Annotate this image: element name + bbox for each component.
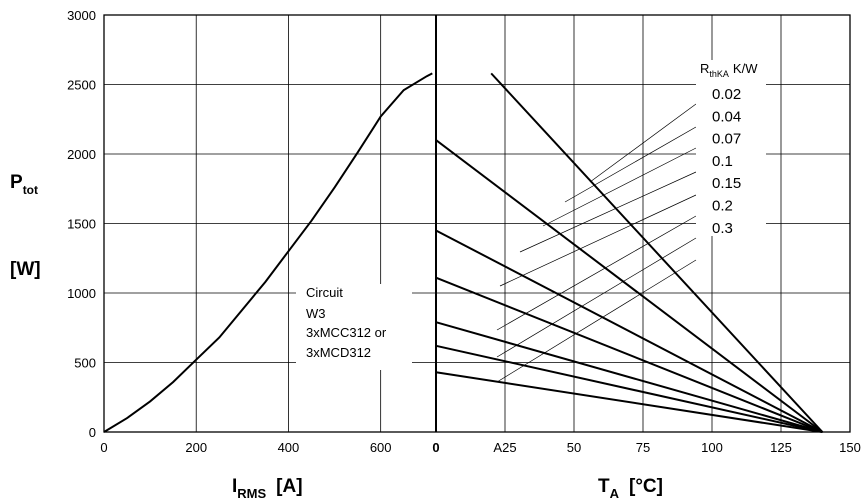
legend-entries: 0.02 0.04 0.07 0.1 0.15 0.2 0.3: [712, 86, 741, 237]
x-tick-label-right: 50: [567, 440, 581, 455]
y-tick-labels: 0 500 1000 1500 2000 2500 3000: [67, 8, 96, 440]
x-tick-labels-left: 0 200 400 600: [100, 440, 391, 455]
series-rthka-0_15: [435, 321, 823, 433]
legend-background: [696, 60, 766, 236]
x-tick-label-left: 600: [370, 440, 392, 455]
x-axis-title-right-unit: [°C]: [629, 476, 663, 497]
leader-line: [542, 147, 697, 227]
legend-entry: 0.2: [712, 198, 733, 215]
leader-line: [499, 194, 697, 287]
legend-entry: 0.15: [712, 175, 741, 192]
y-tick-label: 0: [89, 425, 96, 440]
y-tick-label: 1500: [67, 217, 96, 232]
series-rthka-0_2: [435, 344, 823, 433]
x-tick-label-right: 0: [432, 440, 439, 455]
annotation-line-4: 3xMCD312: [306, 345, 371, 360]
series-rthka-0_07: [435, 229, 823, 433]
series-rthka-0_3: [435, 371, 823, 433]
leader-line: [496, 259, 697, 383]
x-tick-label-right: 150: [839, 440, 861, 455]
leader-line: [496, 215, 697, 331]
x-axis-title-right: TA [°C]: [598, 476, 663, 501]
leader-line: [564, 126, 697, 203]
legend-title-sub: thKA: [709, 69, 729, 79]
y-axis-title-main: P: [10, 172, 23, 193]
x-axis-title-left-main: I: [232, 476, 237, 497]
leader-line: [589, 103, 697, 183]
legend-entry: 0.02: [712, 86, 741, 103]
y-tick-label: 500: [74, 356, 96, 371]
series-irms-curve: [103, 72, 433, 433]
series-rthka-0_02: [490, 72, 824, 433]
annotation-line-2: W3: [306, 306, 326, 321]
legend-entry: 0.07: [712, 131, 741, 148]
data-series: [103, 72, 824, 433]
y-tick-label: 2500: [67, 78, 96, 93]
y-axis-unit: [W]: [10, 259, 41, 280]
y-axis-title-sub: tot: [23, 183, 38, 197]
legend-title-main: R: [700, 61, 709, 76]
x-tick-label-right: A25: [493, 440, 516, 455]
x-axis-title-right-main: T: [598, 476, 610, 497]
annotation-line-3: 3xMCC312 or: [306, 325, 387, 340]
series-rthka-0_1: [435, 276, 823, 433]
x-axis-title-right-sub: A: [610, 486, 620, 501]
x-tick-label-right: 100: [701, 440, 723, 455]
y-tick-label: 3000: [67, 8, 96, 23]
x-axis-title-left-sub: RMS: [237, 486, 266, 501]
y-tick-label: 1000: [67, 286, 96, 301]
legend-entry: 0.1: [712, 153, 733, 170]
x-tick-labels-right: 0 A25 50 75 100 125 150: [432, 440, 860, 455]
y-tick-label: 2000: [67, 147, 96, 162]
x-tick-label-left: 200: [185, 440, 207, 455]
leader-line: [519, 171, 697, 253]
x-axis-title-left: IRMS [A]: [232, 476, 303, 501]
plot-frame: [103, 14, 851, 433]
legend-entry: 0.04: [712, 108, 741, 125]
legend-title-unit: K/W: [733, 61, 758, 76]
y-axis-title: Ptot: [10, 172, 38, 197]
series-rthka-0_04: [435, 139, 824, 433]
x-tick-label-left: 400: [278, 440, 300, 455]
legend-entry: 0.3: [712, 220, 733, 237]
x-tick-label-right: 125: [770, 440, 792, 455]
annotation-line-1: Circuit: [306, 285, 343, 300]
annotation-background: [296, 284, 412, 370]
legend-title: RthKA K/W: [700, 61, 758, 79]
x-axis-title-left-unit: [A]: [276, 476, 302, 497]
x-tick-label-right: 75: [636, 440, 650, 455]
x-tick-label-left: 0: [100, 440, 107, 455]
